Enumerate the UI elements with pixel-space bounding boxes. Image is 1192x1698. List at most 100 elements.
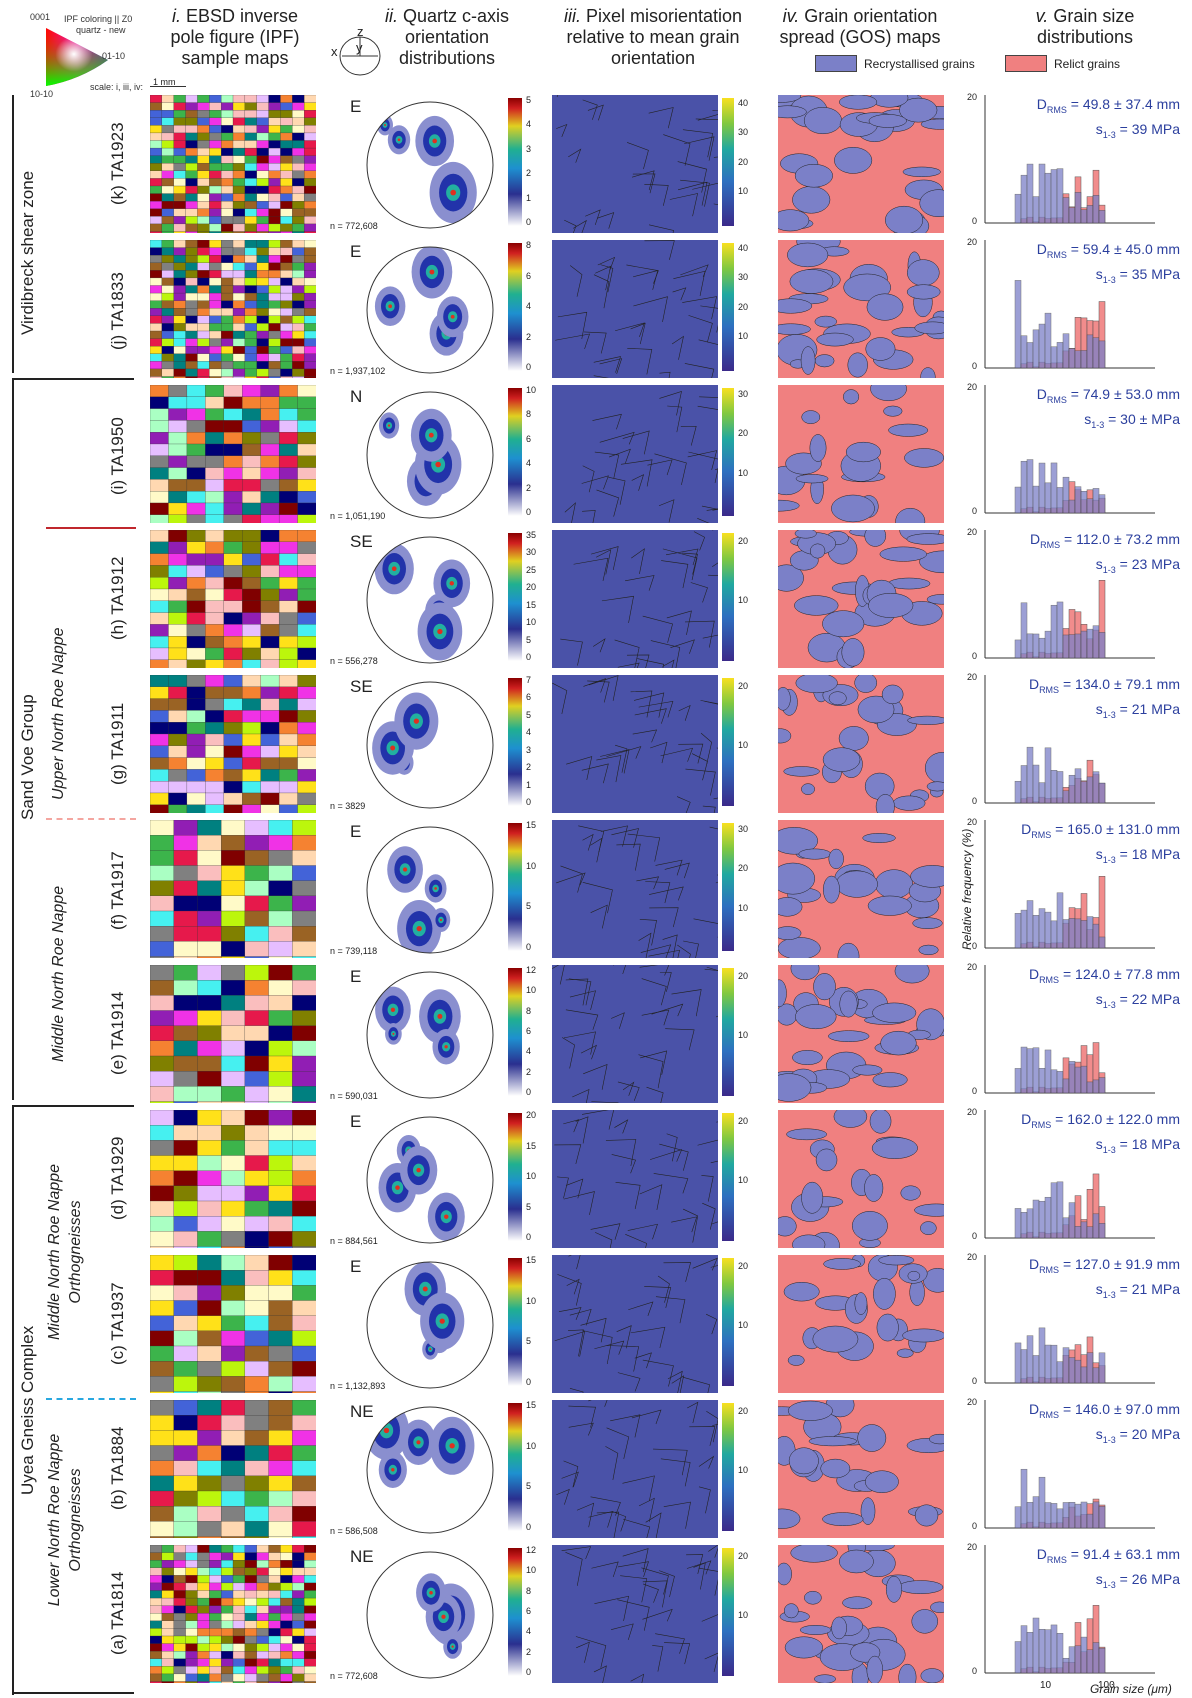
- hist-y-tick: 20: [967, 1542, 978, 1552]
- hist-y-tick: 0: [972, 216, 978, 226]
- pole-direction: NE: [350, 1547, 374, 1566]
- cpo-colorbar-tick: 30: [526, 547, 537, 558]
- cpo-colorbar-tick: 5: [526, 901, 532, 912]
- hist-y-tick: 20: [967, 92, 978, 102]
- cpo-colorbar-tick: 15: [526, 1140, 537, 1151]
- hist-y-tick: 0: [972, 941, 978, 951]
- cpo-colorbar-tick: 10: [526, 985, 537, 996]
- cpo-colorbar-tick: 4: [526, 301, 532, 311]
- misorientation-colorbar-tick: 20: [738, 1405, 749, 1416]
- misorientation-map: [552, 1400, 718, 1538]
- misorientation-colorbar-tick: 30: [738, 272, 749, 283]
- grain-size-histogram: [984, 1255, 1155, 1384]
- cpo-colorbar-tick: 4: [526, 458, 532, 469]
- gos-map: [778, 1255, 944, 1393]
- cpo-colorbar-tick: 1: [526, 779, 532, 790]
- group-uyea: Uyea Gneiss Complex: [18, 1325, 37, 1495]
- legend-relict: Relict grains: [1005, 55, 1120, 72]
- hsep-3: [12, 1692, 134, 1694]
- hsep-pink-dashed: [46, 818, 136, 820]
- pole-n-count: n = 586,508: [330, 1526, 378, 1536]
- ipf-key-sub: quartz - new: [76, 25, 126, 35]
- drms-label: DRMS = 134.0 ± 79.1 mm s1-3 = 21 MPa: [1028, 676, 1180, 720]
- pole-direction: E: [350, 1257, 362, 1276]
- drms-label: DRMS = 165.0 ± 131.0 mm s1-3 = 18 MPa: [1021, 821, 1180, 865]
- hist-y-tick: 0: [972, 1376, 978, 1386]
- gos-map: [778, 240, 944, 378]
- cpo-colorbar-tick: 4: [526, 1046, 532, 1057]
- pole-figure: E n = 739,118: [330, 820, 506, 958]
- cpo-colorbar: [508, 243, 522, 371]
- hist-y-tick: 0: [972, 1666, 978, 1676]
- misorientation-colorbar: [722, 1548, 734, 1676]
- misorientation-colorbar-tick: 20: [738, 428, 749, 439]
- cpo-colorbar-tick: 2: [526, 168, 532, 179]
- pole-n-count: n = 1,937,102: [330, 366, 386, 376]
- sample-label: (b) TA1884: [108, 1426, 127, 1510]
- header-ipf: i. EBSD inverse pole figure (IPF) sample …: [170, 6, 300, 68]
- ipf-color-key: [46, 28, 108, 86]
- pole-figure: E n = 1,937,102: [330, 240, 506, 378]
- pole-direction: SE: [350, 677, 373, 696]
- cpo-colorbar-tick: 0: [526, 507, 532, 517]
- cpo-colorbar-tick: 2: [526, 331, 532, 342]
- pole-figure: NE n = 772,608: [330, 1545, 506, 1683]
- sample-label: (k) TA1923: [108, 122, 127, 205]
- gos-map: [778, 385, 944, 523]
- cpo-colorbar-tick: 8: [526, 1005, 532, 1016]
- drms-label: DRMS = 127.0 ± 91.9 mm s1-3 = 21 MPa: [1028, 1256, 1180, 1300]
- cpo-colorbar-tick: 1: [526, 192, 532, 203]
- sample-label: (e) TA1914: [108, 991, 127, 1075]
- divider-sandvoe: [12, 380, 14, 1100]
- cpo-colorbar: [508, 1258, 522, 1386]
- cpo-colorbar-tick: 25: [526, 564, 537, 575]
- pole-n-count: n = 772,608: [330, 1671, 378, 1681]
- header-misorientation: iii. Pixel misorientation relative to me…: [563, 6, 743, 68]
- cpo-colorbar-tick: 35: [526, 530, 537, 540]
- grain-size-histogram: [984, 675, 1155, 804]
- cpo-colorbar-tick: 0: [526, 1377, 532, 1387]
- pole-direction: E: [350, 1112, 362, 1131]
- pole-direction: E: [350, 822, 362, 841]
- cpo-colorbar-tick: 2: [526, 1646, 532, 1657]
- hist-y-tick: 0: [972, 361, 978, 371]
- misorientation-colorbar-tick: 40: [738, 97, 749, 108]
- cpo-colorbar-tick: 0: [526, 652, 532, 662]
- cpo-colorbar-tick: 6: [526, 1606, 532, 1616]
- cpo-colorbar-tick: 12: [526, 965, 537, 975]
- sample-label: (g) TA1911: [108, 702, 127, 785]
- cpo-colorbar-tick: 4: [526, 727, 532, 738]
- gos-map: [778, 1400, 944, 1538]
- cpo-colorbar-tick: 0: [526, 942, 532, 952]
- axis-z: z: [357, 24, 364, 39]
- ipf-map: [150, 1255, 316, 1393]
- cpo-colorbar: [508, 823, 522, 951]
- hist-y-tick: 0: [972, 651, 978, 661]
- cpo-colorbar-tick: 5: [526, 1336, 532, 1347]
- header-gos: iv. Grain orientation spread (GOS) maps: [779, 6, 941, 47]
- pole-n-count: n = 1,132,893: [330, 1381, 386, 1391]
- drms-label: DRMS = 74.9 ± 53.0 mm s1-3 = 30 ± MPa: [1036, 386, 1180, 430]
- pole-figure: NE n = 586,508: [330, 1400, 506, 1538]
- ipf-map: [150, 965, 316, 1103]
- cpo-colorbar-tick: 8: [526, 1585, 532, 1596]
- legend-recrystallised: Recrystallised grains: [815, 55, 975, 72]
- misorientation-colorbar-tick: 20: [738, 970, 749, 981]
- cpo-colorbar-tick: 6: [526, 1026, 532, 1036]
- ipf-map: [150, 95, 316, 233]
- misorientation-colorbar: [722, 388, 734, 516]
- hist-y-tick: 0: [972, 1086, 978, 1096]
- cpo-colorbar-tick: 20: [526, 582, 537, 593]
- cpo-colorbar-tick: 5: [526, 634, 532, 645]
- pole-figure: SE n = 3829: [330, 675, 506, 813]
- cpo-colorbar: [508, 533, 522, 661]
- misorientation-map: [552, 95, 718, 233]
- misorientation-map: [552, 385, 718, 523]
- cpo-colorbar-tick: 0: [526, 1087, 532, 1097]
- cpo-colorbar-tick: 0: [526, 217, 532, 227]
- misorientation-colorbar-tick: 10: [738, 1464, 749, 1475]
- cpo-colorbar-tick: 6: [526, 692, 532, 703]
- pole-direction: SE: [350, 532, 373, 551]
- cpo-colorbar-tick: 0: [526, 362, 532, 372]
- sample-label: (i) TA1950: [108, 417, 127, 495]
